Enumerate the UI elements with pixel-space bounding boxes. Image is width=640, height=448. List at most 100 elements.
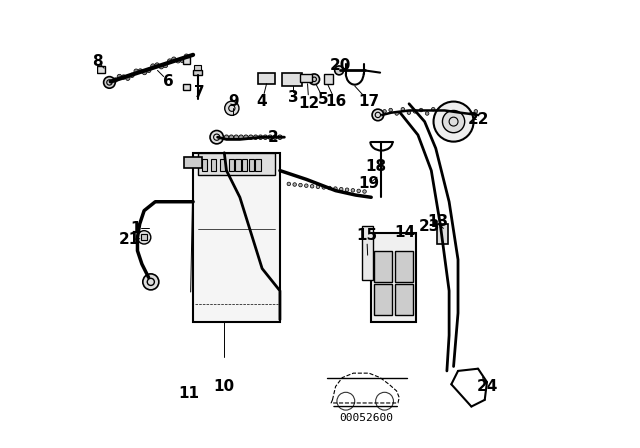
Bar — [195, 65, 201, 69]
Circle shape — [339, 187, 343, 191]
Bar — [220, 159, 225, 171]
Circle shape — [419, 108, 423, 112]
Circle shape — [180, 58, 184, 63]
Text: 1: 1 — [130, 221, 141, 236]
Circle shape — [125, 76, 130, 80]
Circle shape — [299, 183, 302, 187]
Bar — [324, 74, 333, 84]
Bar — [236, 159, 241, 171]
Circle shape — [229, 135, 234, 139]
Circle shape — [335, 66, 344, 75]
Circle shape — [142, 70, 147, 75]
Circle shape — [122, 75, 126, 79]
Circle shape — [431, 108, 435, 111]
Bar — [255, 159, 260, 171]
Circle shape — [104, 77, 115, 88]
Text: 17: 17 — [358, 94, 380, 109]
Circle shape — [253, 135, 258, 139]
Text: 00052600: 00052600 — [340, 413, 394, 422]
Text: 9: 9 — [228, 94, 239, 109]
Circle shape — [172, 57, 176, 61]
Text: 11: 11 — [178, 386, 199, 401]
Circle shape — [248, 135, 253, 139]
Circle shape — [273, 135, 277, 139]
Text: 13: 13 — [428, 214, 449, 229]
Bar — [395, 284, 413, 315]
Circle shape — [268, 135, 273, 139]
Bar — [371, 233, 416, 322]
Circle shape — [450, 108, 453, 112]
Circle shape — [333, 187, 337, 190]
Circle shape — [143, 274, 159, 290]
Circle shape — [413, 110, 417, 113]
Circle shape — [138, 69, 143, 73]
Circle shape — [293, 183, 296, 186]
Text: 12: 12 — [298, 96, 319, 111]
Circle shape — [474, 110, 477, 113]
Circle shape — [383, 110, 387, 113]
Circle shape — [468, 111, 472, 114]
Circle shape — [224, 135, 228, 139]
Circle shape — [456, 112, 460, 115]
Circle shape — [150, 64, 155, 68]
Circle shape — [259, 135, 263, 139]
Circle shape — [225, 101, 239, 116]
Circle shape — [438, 111, 441, 114]
Circle shape — [389, 108, 392, 112]
Text: 7: 7 — [193, 85, 204, 100]
Circle shape — [244, 135, 248, 139]
Circle shape — [357, 189, 360, 193]
Circle shape — [113, 78, 117, 82]
Circle shape — [316, 185, 320, 189]
Bar — [362, 226, 373, 280]
Text: 8: 8 — [92, 54, 102, 69]
Bar — [395, 251, 413, 282]
Circle shape — [309, 74, 319, 85]
Bar — [211, 159, 216, 171]
Text: 3: 3 — [288, 90, 299, 105]
Text: 14: 14 — [394, 225, 415, 241]
Bar — [374, 284, 392, 315]
Bar — [228, 159, 234, 171]
Circle shape — [134, 69, 138, 73]
Bar — [193, 153, 280, 322]
Text: 2: 2 — [268, 129, 278, 145]
Bar — [183, 57, 190, 64]
Circle shape — [184, 54, 189, 58]
Circle shape — [130, 73, 134, 78]
Circle shape — [210, 130, 223, 144]
Circle shape — [433, 102, 474, 142]
Text: 21: 21 — [119, 232, 140, 247]
Text: 4: 4 — [257, 94, 268, 109]
Circle shape — [462, 108, 465, 111]
Circle shape — [372, 109, 383, 121]
Bar — [202, 159, 207, 171]
Circle shape — [155, 63, 159, 67]
Text: 19: 19 — [358, 177, 380, 191]
Circle shape — [239, 135, 243, 139]
Bar — [141, 234, 147, 241]
Circle shape — [278, 135, 282, 139]
Circle shape — [322, 185, 326, 189]
Text: 24: 24 — [476, 379, 498, 394]
Bar — [300, 74, 312, 82]
Circle shape — [310, 185, 314, 188]
Bar — [436, 224, 448, 244]
Text: 22: 22 — [467, 112, 489, 127]
Bar — [249, 159, 254, 171]
Circle shape — [163, 63, 168, 68]
Text: 10: 10 — [214, 379, 235, 394]
Circle shape — [444, 110, 447, 113]
Bar — [198, 153, 275, 175]
Circle shape — [287, 182, 291, 186]
Circle shape — [168, 59, 172, 63]
Circle shape — [234, 135, 239, 139]
Circle shape — [426, 112, 429, 115]
Circle shape — [176, 59, 180, 63]
Text: 15: 15 — [356, 228, 378, 243]
Bar — [374, 251, 392, 282]
Text: 5: 5 — [318, 92, 329, 107]
Text: 18: 18 — [365, 159, 386, 174]
Bar — [258, 73, 275, 84]
Bar — [242, 159, 248, 171]
